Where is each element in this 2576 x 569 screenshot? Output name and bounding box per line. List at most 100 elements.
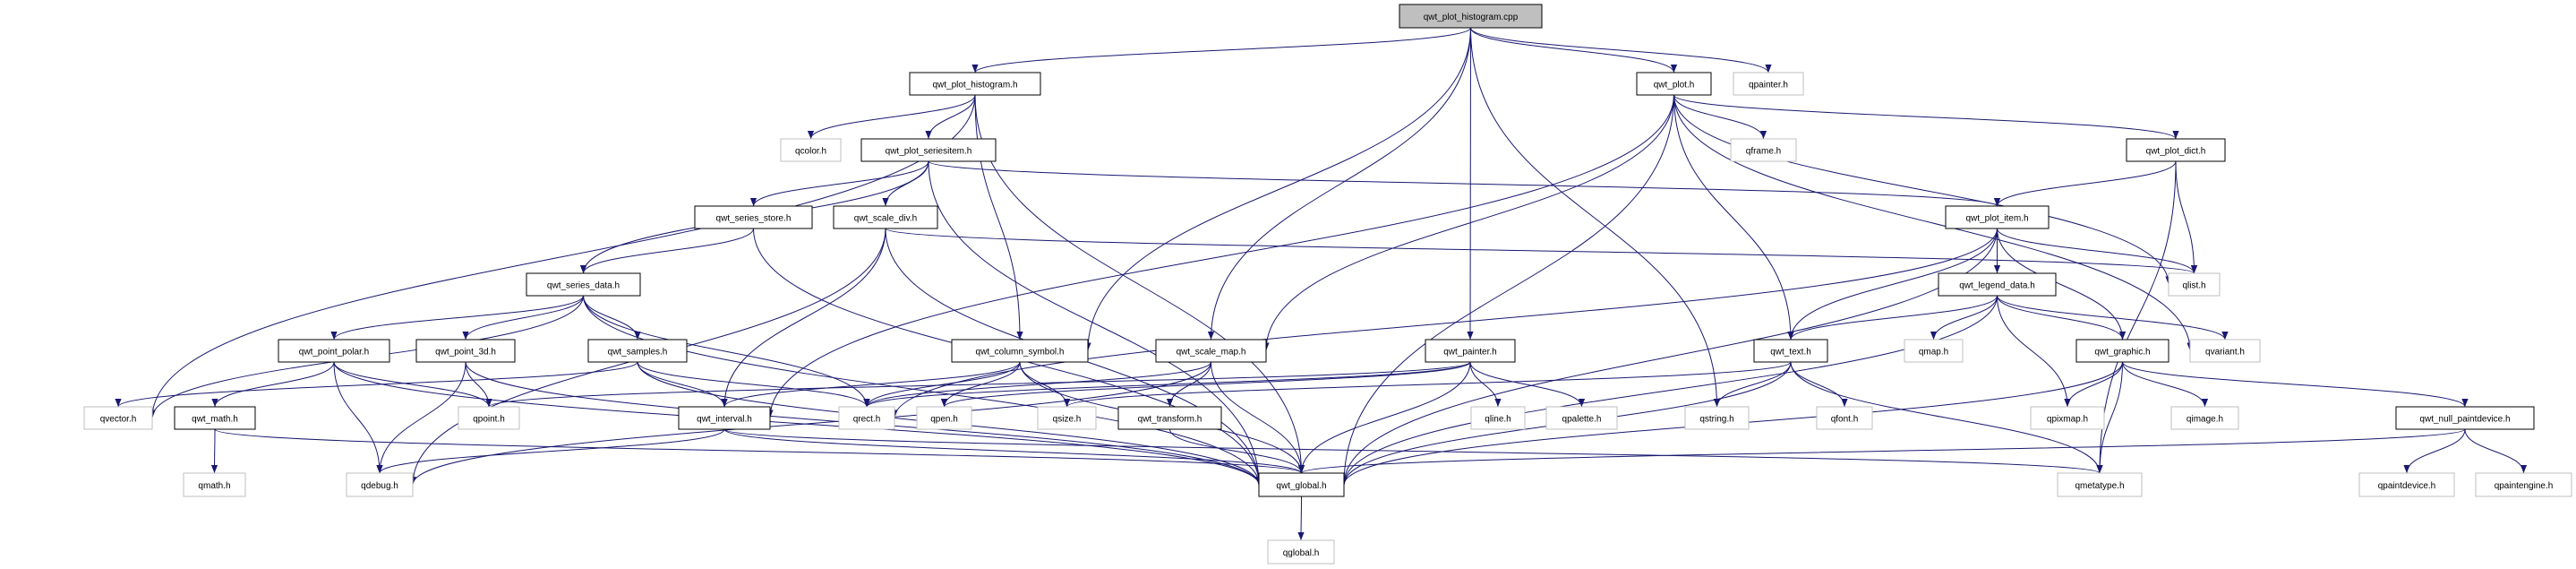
node-label: qwt_painter.h [1443,348,1497,358]
node-box [458,406,520,430]
node-label: qwt_text.h [1770,348,1811,358]
edge-plot-item-to-qrect [891,228,1998,418]
node-box [909,72,1041,96]
edge-point-polar-to-qdebug [333,361,383,474]
edge-plot-to-qlist [1673,94,2172,285]
node-qwt-column-symbol-h[interactable]: qwt_column_symbol.h [951,339,1089,363]
node-box [174,406,256,430]
node-qwt-scale-div-h[interactable]: qwt_scale_div.h [833,205,938,229]
edge-plot-to-global [1340,94,1674,486]
node-qwt-legend-data-h[interactable]: qwt_legend_data.h [1938,272,2057,297]
node-label: qwt_global.h [1276,481,1326,491]
node-qdebug-h: qdebug.h [346,472,414,497]
node-box [183,472,246,497]
node-qwt-plot-item-h[interactable]: qwt_plot_item.h [1945,205,2050,229]
edge-graphic-to-qmetatype [2096,361,2123,474]
node-qpainter-h: qpainter.h [1733,72,1804,96]
edge-text-to-qfont [1790,361,1848,408]
edge-seriesitem-to-scale-div [882,160,929,207]
node-box [2030,406,2105,430]
node-label: qwt_math.h [192,415,238,425]
node-qwt-graphic-h[interactable]: qwt_graphic.h [2075,339,2169,363]
node-qmath-h: qmath.h [183,472,246,497]
node-qline-h: qline.h [1470,406,1526,430]
node-box [860,138,997,162]
edge-legend-data-to-qmap [1930,295,1998,341]
node-box [415,339,516,363]
node-qlist-h: qlist.h [2168,272,2221,297]
node-label: qwt_plot_item.h [1965,214,2028,224]
edge-cpp-to-plot-histogram [971,27,1471,73]
edge-transform-to-global [1169,428,1305,474]
edge-column-symbol-to-qrect [863,361,1021,408]
node-box [1117,406,1222,430]
node-qwt-math-h[interactable]: qwt_math.h [174,406,256,430]
node-label: qpaintdevice.h [2378,481,2436,491]
edge-painter-to-qpalette [1469,361,1586,408]
node-box [1753,339,1828,363]
edge-cpp-to-qstring [1470,27,1721,408]
node-box [1545,406,1618,430]
edge-painter-to-qpen [941,361,1471,408]
node-label: qwt_legend_data.h [1959,281,2035,291]
edge-plot-dict-to-qlist [2175,160,2198,274]
edge-scale-map-to-transform [1166,361,1211,408]
node-box [2168,272,2221,297]
node-qwt-point-polar-h[interactable]: qwt_point_polar.h [278,339,390,363]
edge-cpp-to-qpainter [1470,27,1772,73]
node-label: qsize.h [1053,415,1082,425]
node-qwt-painter-h[interactable]: qwt_painter.h [1425,339,1516,363]
node-label: qwt_plot.h [1654,81,1695,91]
edge-math-to-qmath [210,428,218,474]
node-qwt-series-store-h[interactable]: qwt_series_store.h [694,205,813,229]
edge-graphic-to-qpixmap [2064,361,2123,408]
node-box [678,406,771,430]
edge-seriesitem-to-plot-item [928,160,2000,207]
edge-seriesitem-to-series-store [749,160,929,207]
node-qmetatype-h: qmetatype.h [2057,472,2143,497]
node-qwt-interval-h[interactable]: qwt_interval.h [678,406,771,430]
node-label: qwt_null_paintdevice.h [2419,415,2510,425]
node-qpen-h: qpen.h [916,406,972,430]
node-qpaintengine-h: qpaintengine.h [2475,472,2572,497]
node-qsize-h: qsize.h [1037,406,1097,430]
node-label: qimage.h [2187,415,2223,425]
edge-plot-histogram-to-seriesitem [925,94,976,140]
node-qwt-text-h[interactable]: qwt_text.h [1753,339,1828,363]
node-qwt-global-h[interactable]: qwt_global.h [1258,472,1345,497]
node-qwt-transform-h[interactable]: qwt_transform.h [1117,406,1222,430]
node-label: qframe.h [1746,147,1781,157]
edge-series-data-to-samples [583,295,641,341]
node-qwt-scale-map-h[interactable]: qwt_scale_map.h [1155,339,1267,363]
node-qwt-plot-histogram-h[interactable]: qwt_plot_histogram.h [909,72,1041,96]
node-label: qwt_samples.h [608,348,668,358]
node-qpalette-h: qpalette.h [1545,406,1618,430]
node-qwt-plot-seriesitem-h[interactable]: qwt_plot_seriesitem.h [860,138,997,162]
node-qwt-null-paintdevice-h[interactable]: qwt_null_paintdevice.h [2395,406,2535,430]
node-label: qwt_scale_div.h [854,214,917,224]
edge-text-to-qsize [1064,361,1792,408]
node-qvector-h: qvector.h [83,406,153,430]
edge-painter-to-qrect [863,361,1471,408]
node-label: qwt_point_polar.h [299,348,369,358]
node-box [2395,406,2535,430]
edge-point-3d-to-qdebug [376,361,466,474]
node-label: qcolor.h [795,147,826,157]
node-qwt-plot-h[interactable]: qwt_plot.h [1636,72,1712,96]
node-qwt-samples-h[interactable]: qwt_samples.h [587,339,688,363]
node-qwt-point-3d-h[interactable]: qwt_point_3d.h [415,339,516,363]
edge-series-data-to-point-polar [330,295,584,341]
edge-point-polar-to-qpoint [333,361,492,408]
edge-cpp-to-column-symbol [1084,27,1471,351]
edge-scale-map-to-qdebug [409,361,1211,486]
edge-plot-histogram-to-global [974,94,1305,474]
node-qwt-plot-dict-h[interactable]: qwt_plot_dict.h [2126,138,2226,162]
node-qpoint-h: qpoint.h [458,406,520,430]
node-box [2475,472,2572,497]
node-label: qvector.h [100,415,137,425]
node-box [1730,138,1797,162]
node-box [346,472,414,497]
node-qwt-series-data-h[interactable]: qwt_series_data.h [526,272,641,297]
edge-plot-to-interval [766,94,1674,418]
